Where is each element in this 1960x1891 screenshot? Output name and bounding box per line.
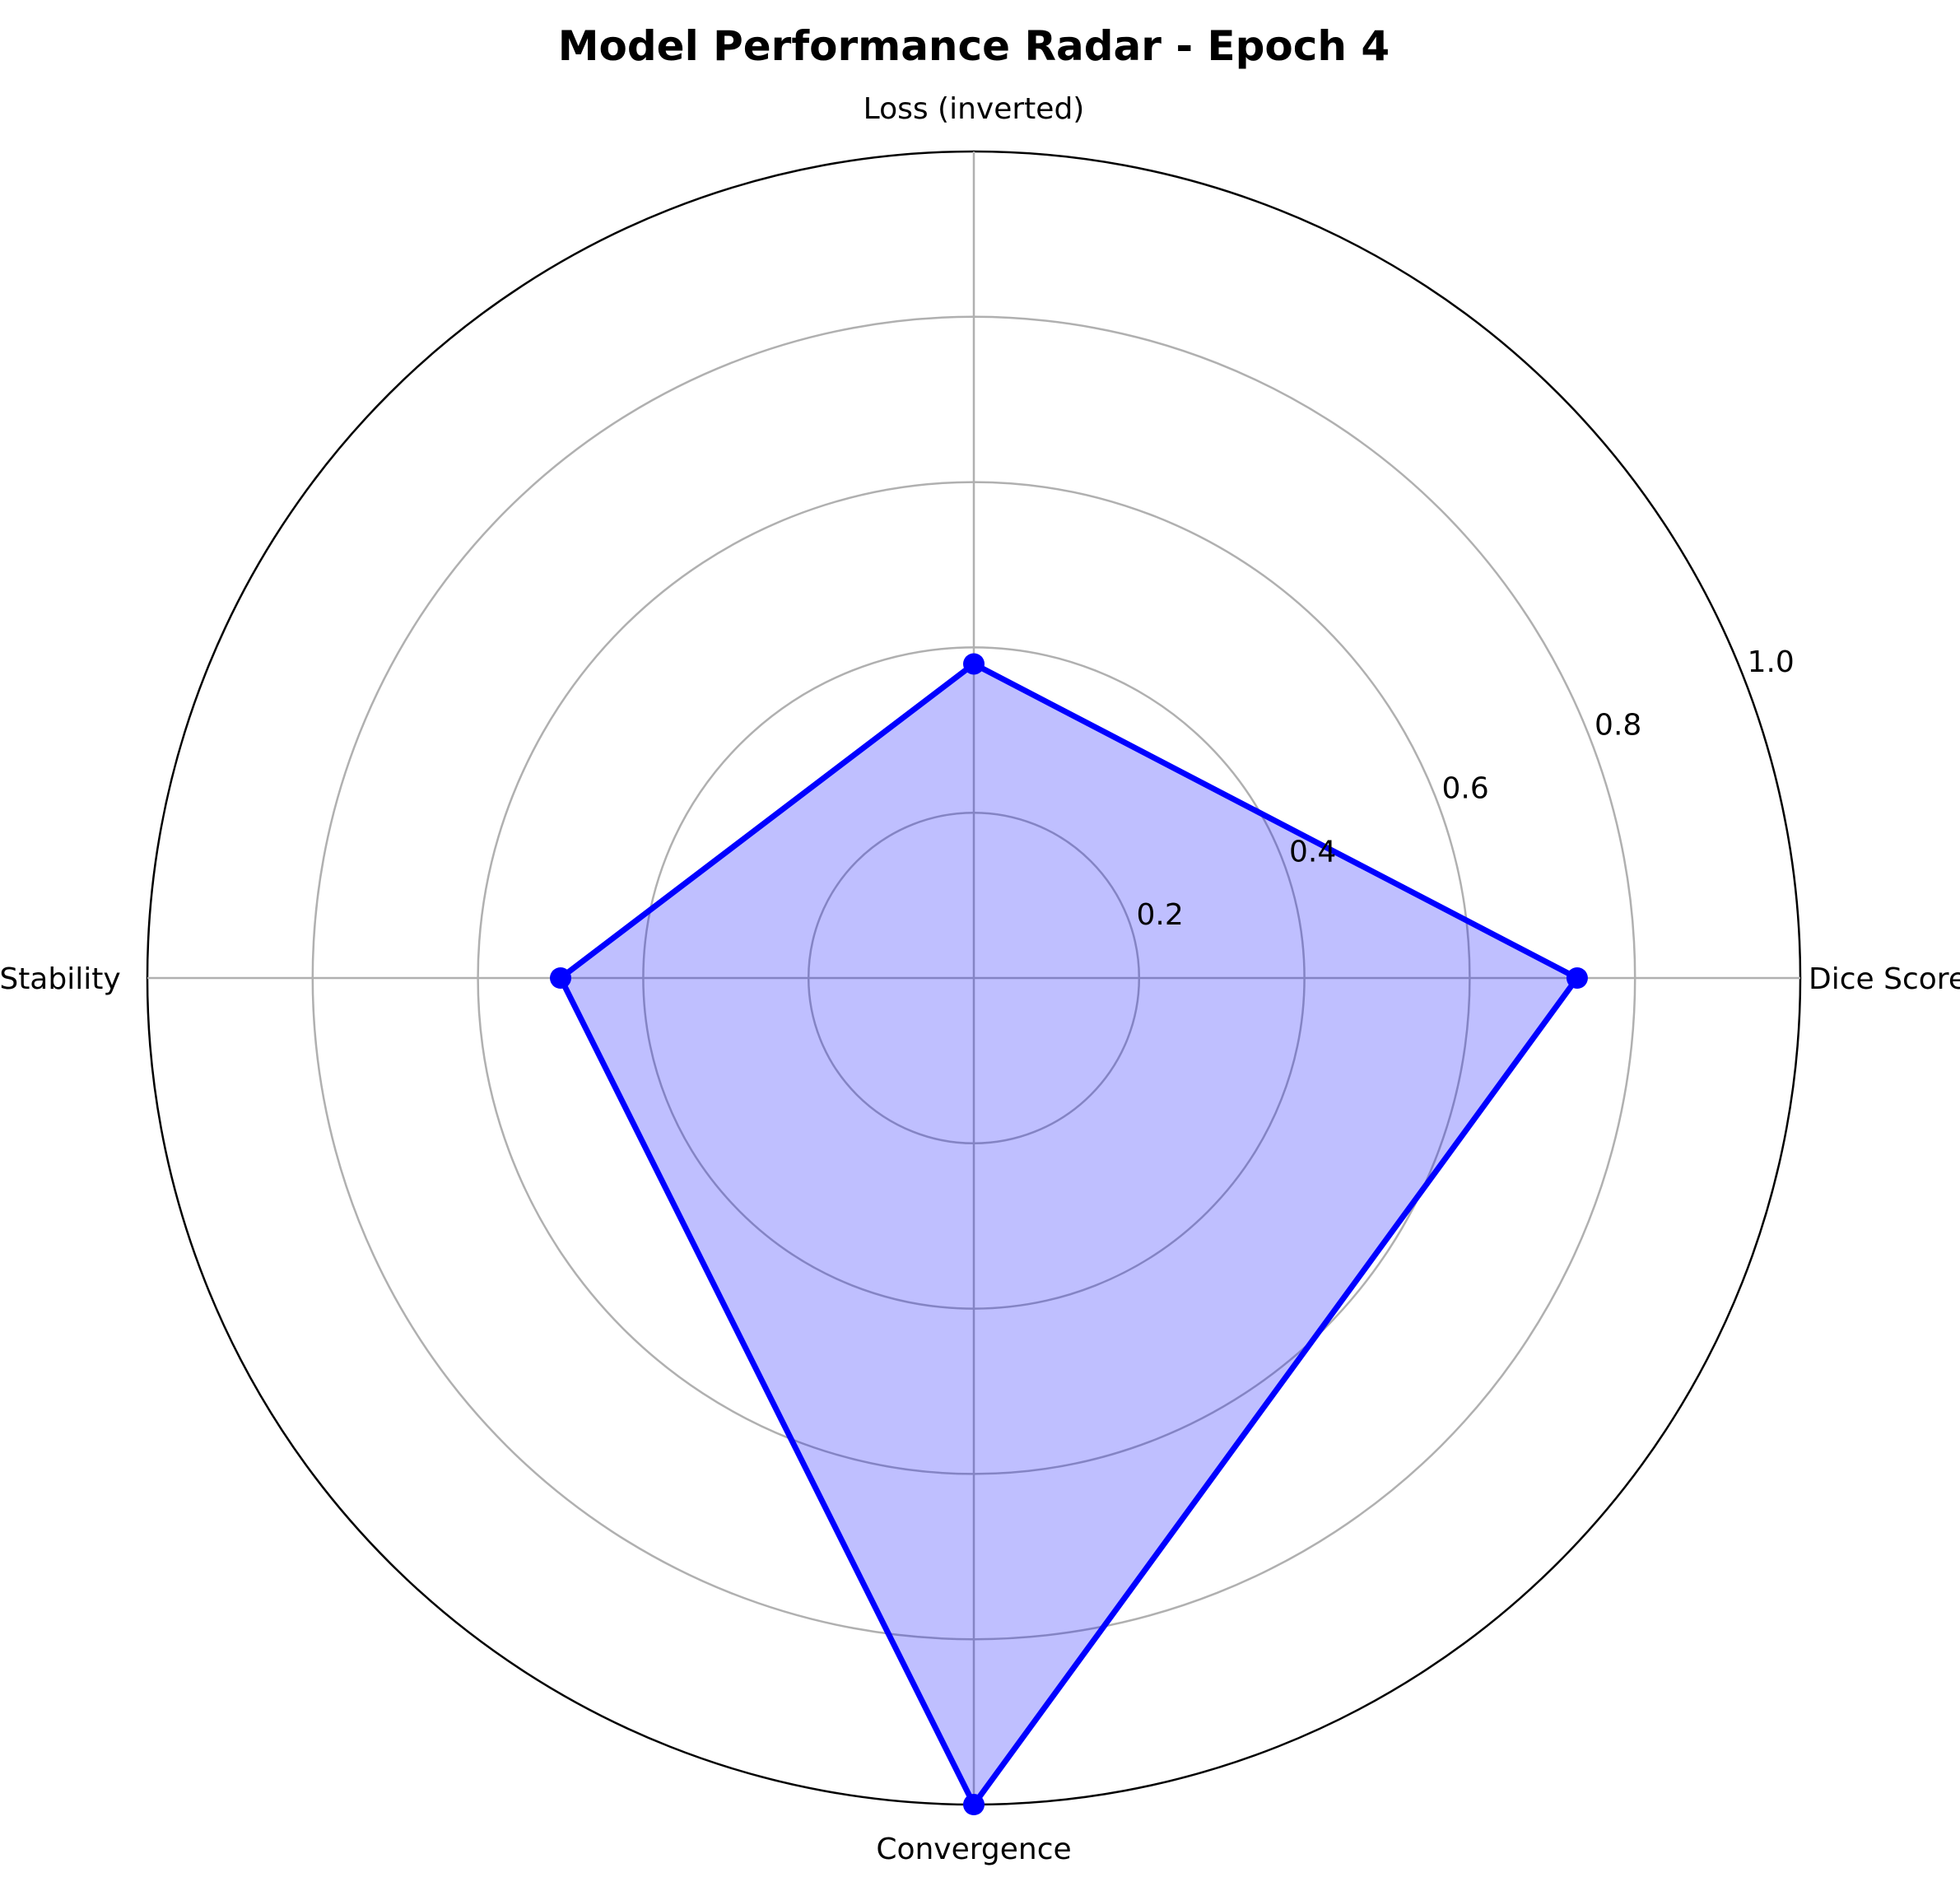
radial-tick-label: 0.6 (1442, 771, 1489, 805)
series-area-fill (561, 664, 1577, 1805)
radar-tick-labels: 0.2 0.4 0.6 0.8 1.0 (1137, 645, 1795, 932)
radial-tick-label: 0.8 (1595, 709, 1641, 743)
data-point-stability (550, 967, 571, 989)
chart-title: Model Performance Radar - Epoch 4 (558, 22, 1390, 70)
radar-axis-labels: Dice Score Loss (inverted) Stability Conver… (0, 92, 1960, 1866)
radial-tick-label: 1.0 (1748, 645, 1795, 679)
axis-label-stability: Stability (0, 962, 121, 996)
axis-label-dice-score: Dice Score (1809, 962, 1960, 996)
radial-tick-label: 0.2 (1137, 898, 1184, 932)
radar-data-layer (550, 653, 1588, 1815)
axis-label-convergence: Convergence (876, 1833, 1071, 1866)
data-point-convergence (963, 1794, 985, 1815)
axis-label-loss-inverted: Loss (inverted) (864, 92, 1085, 126)
data-point-loss-inverted (963, 653, 985, 675)
radial-tick-label: 0.4 (1289, 835, 1336, 869)
data-point-dice-score (1566, 967, 1588, 989)
